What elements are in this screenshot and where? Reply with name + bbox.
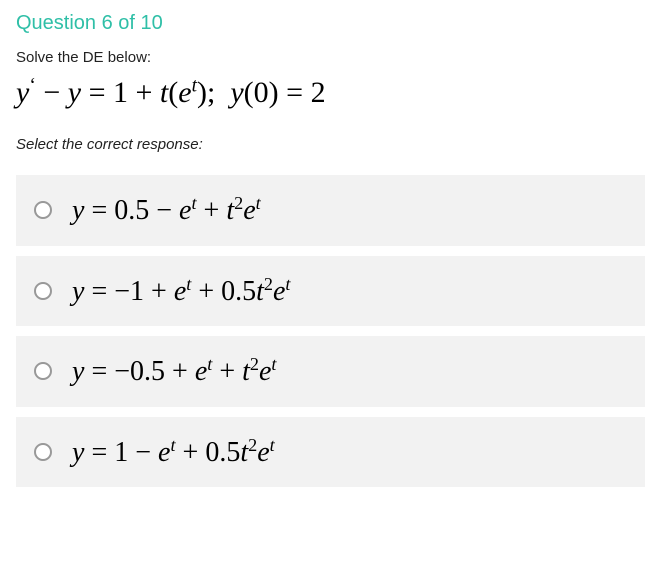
question-container: Question 6 of 10 Solve the DE below: y‘ … [0,0,661,503]
question-prompt: Solve the DE below: [16,49,645,66]
radio-icon [34,282,52,300]
option-1[interactable]: y = 0.5 − et + t2et [16,175,645,246]
select-response-prompt: Select the correct response: [16,136,645,153]
option-3-equation: y = −0.5 + et + t2et [72,354,276,389]
option-1-equation: y = 0.5 − et + t2et [72,193,261,228]
option-2-equation: y = −1 + et + 0.5t2et [72,274,290,309]
option-4-equation: y = 1 − et + 0.5t2et [72,435,275,470]
radio-icon [34,443,52,461]
radio-icon [34,201,52,219]
option-4[interactable]: y = 1 − et + 0.5t2et [16,417,645,488]
differential-equation: y‘ − y = 1 + t(et); y(0) = 2 [16,72,645,114]
radio-icon [34,362,52,380]
question-number-header: Question 6 of 10 [16,12,645,35]
options-list: y = 0.5 − et + t2et y = −1 + et + 0.5t2e… [16,175,645,487]
option-2[interactable]: y = −1 + et + 0.5t2et [16,256,645,327]
option-3[interactable]: y = −0.5 + et + t2et [16,336,645,407]
